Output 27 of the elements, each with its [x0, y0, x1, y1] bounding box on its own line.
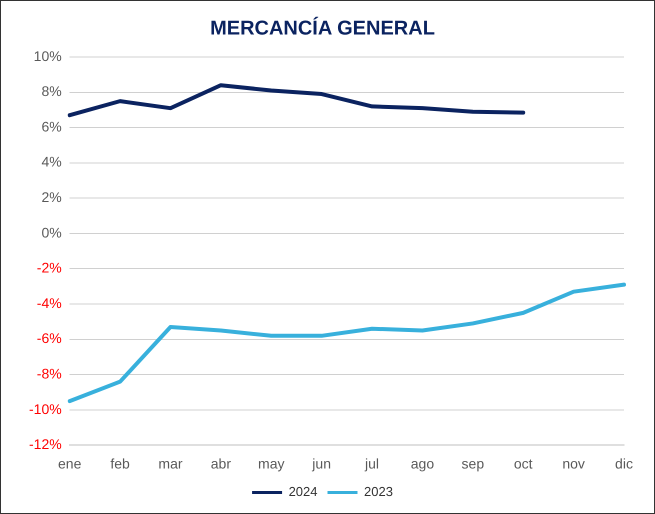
x-tick-label: sep — [462, 455, 484, 472]
x-tick-label: mar — [158, 455, 183, 472]
y-tick-label: -2% — [36, 260, 62, 276]
x-tick-label: ene — [58, 455, 82, 472]
y-tick-label: -6% — [36, 330, 62, 346]
y-tick-label: -12% — [28, 436, 62, 452]
y-tick-label: 0% — [41, 224, 62, 240]
legend-label: 2023 — [364, 484, 393, 500]
chart-title: MERCANCÍA GENERAL — [210, 16, 435, 40]
x-tick-label: may — [258, 455, 284, 472]
x-tick-label: oct — [514, 455, 533, 472]
x-tick-label: feb — [110, 455, 130, 472]
y-tick-label: -4% — [36, 294, 62, 311]
x-tick-label: ago — [410, 455, 434, 472]
x-tick-label: jun — [311, 455, 331, 472]
y-tick-label: 8% — [41, 83, 62, 100]
y-tick-label: 10% — [34, 48, 62, 64]
legend-label: 2024 — [288, 484, 318, 500]
y-tick-label: 6% — [41, 118, 62, 134]
x-tick-label: dic — [615, 455, 633, 472]
x-tick-label: abr — [210, 455, 232, 472]
x-tick-label: jul — [364, 455, 380, 472]
y-tick-label: -8% — [36, 365, 62, 382]
x-tick-label: nov — [562, 455, 585, 472]
y-tick-label: 4% — [41, 154, 62, 170]
y-tick-label: 2% — [41, 189, 62, 206]
y-tick-label: -10% — [28, 400, 62, 417]
